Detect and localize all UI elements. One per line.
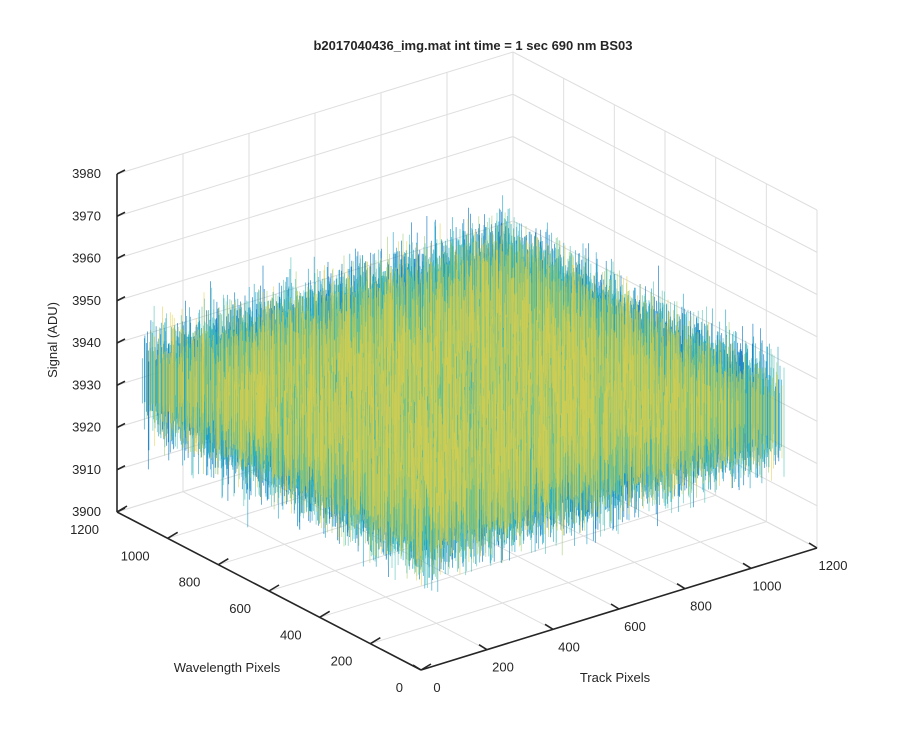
- x-tick: [412, 664, 422, 671]
- x-tick: [808, 542, 818, 549]
- y-tick: [167, 531, 179, 540]
- chart-title: b2017040436_img.mat int time = 1 sec 690…: [313, 38, 632, 53]
- x-tick: [742, 562, 752, 570]
- y-tick-label: 200: [331, 654, 353, 669]
- x-tick: [610, 603, 620, 610]
- grid-line: [116, 51, 514, 175]
- z-tick-label: 3980: [72, 166, 101, 181]
- y-tick: [217, 557, 229, 566]
- z-tick-label: 3960: [72, 251, 101, 266]
- surface: [141, 195, 785, 592]
- z-tick-label: 3970: [72, 208, 101, 223]
- y-tick: [420, 663, 432, 671]
- grid-line: [512, 136, 818, 295]
- grid-line: [512, 51, 818, 211]
- grid-line: [512, 93, 818, 253]
- y-tick: [319, 610, 331, 619]
- z-tick-label: 3920: [72, 420, 101, 435]
- grid-line: [116, 93, 514, 217]
- x-tick-label: 400: [558, 639, 580, 654]
- x-tick-label: 1000: [753, 578, 782, 593]
- y-tick-label: 600: [229, 601, 251, 616]
- z-tick-label: 3950: [72, 293, 101, 308]
- axes: [116, 169, 818, 671]
- grid-line: [116, 178, 514, 302]
- z-tick: [116, 296, 126, 302]
- x-tick-label: 1200: [819, 558, 848, 573]
- z-tick-label: 3910: [72, 462, 101, 477]
- z-axis-label: Signal (ADU): [45, 302, 60, 378]
- x-tick-label: 600: [624, 619, 646, 634]
- x-tick: [544, 623, 554, 631]
- z-tick: [116, 465, 126, 471]
- y-tick-label: 0: [396, 680, 403, 695]
- y-tick-label: 400: [280, 627, 302, 642]
- y-axis-label: Wavelength Pixels: [174, 660, 281, 675]
- x-tick-label: 0: [433, 680, 440, 695]
- z-tick-label: 3900: [72, 504, 101, 519]
- grid-line: [319, 494, 716, 618]
- tick-labels: 0 200 400 600 800 1000 1200 0 200 400 600 800 1000 12…: [70, 166, 847, 695]
- y-tick: [369, 636, 381, 645]
- z-tick: [116, 338, 126, 344]
- x-tick-label: 800: [690, 599, 712, 614]
- z-tick: [116, 253, 126, 260]
- x-axis-label: Track Pixels: [580, 670, 651, 685]
- z-tick: [116, 422, 126, 429]
- z-tick: [116, 211, 126, 217]
- y-tick-label: 1000: [121, 548, 150, 563]
- y-tick: [268, 584, 280, 592]
- z-tick-label: 3930: [72, 377, 101, 392]
- z-tick: [116, 507, 126, 513]
- grid-line: [116, 136, 514, 259]
- x-tick: [478, 643, 488, 651]
- x-tick: [676, 582, 686, 590]
- grid-line: [370, 521, 767, 645]
- z-tick: [116, 169, 126, 175]
- grid-line: [512, 178, 818, 338]
- y-tick-label: 1200: [70, 522, 99, 537]
- y-tick-label: 800: [179, 575, 201, 590]
- surface-mesh: [154, 218, 783, 586]
- z-tick: [116, 380, 126, 386]
- z-tick-label: 3940: [72, 335, 101, 350]
- x-tick-label: 200: [492, 660, 514, 675]
